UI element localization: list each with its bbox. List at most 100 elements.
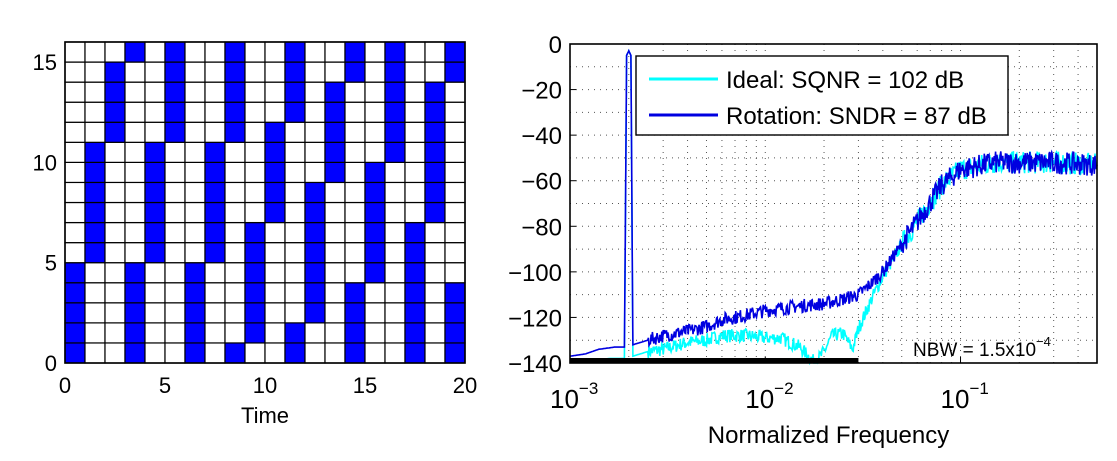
empty-cell	[424, 242, 446, 264]
y-tick-label: 0	[45, 351, 57, 376]
empty-cell	[324, 221, 346, 244]
empty-cell	[84, 41, 106, 63]
empty-cell	[304, 342, 326, 364]
empty-cell	[304, 81, 326, 103]
empty-cell	[64, 201, 86, 224]
x-tick-label: 0	[59, 373, 71, 398]
empty-cell	[64, 141, 86, 163]
empty-cell	[424, 61, 446, 83]
empty-cell	[184, 81, 206, 103]
empty-cell	[384, 322, 406, 344]
filled-cell	[244, 322, 266, 344]
filled-cell	[144, 181, 166, 204]
empty-cell	[344, 101, 366, 123]
filled-cell	[324, 161, 346, 184]
filled-cell	[144, 141, 166, 163]
filled-cell	[304, 201, 326, 224]
empty-cell	[104, 41, 126, 63]
filled-cell	[324, 81, 346, 103]
empty-cell	[244, 201, 266, 224]
filled-cell	[344, 41, 366, 63]
empty-cell	[124, 101, 146, 123]
filled-cell	[244, 302, 266, 324]
empty-cell	[324, 302, 346, 324]
filled-cell	[204, 201, 226, 224]
y-tick-label: 0	[549, 32, 562, 59]
empty-cell	[404, 161, 426, 184]
empty-cell	[364, 41, 386, 63]
plot-frame	[64, 41, 466, 364]
filled-cell	[304, 242, 326, 264]
filled-cell	[424, 121, 446, 143]
empty-cell	[124, 81, 146, 103]
empty-cell	[404, 61, 426, 83]
empty-cell	[404, 101, 426, 123]
legend: Ideal: SQNR = 102 dB Rotation: SNDR = 87 …	[635, 55, 1009, 136]
filled-cell	[84, 141, 106, 163]
empty-cell	[344, 141, 366, 163]
empty-cell	[384, 282, 406, 304]
empty-cell	[324, 262, 346, 284]
empty-cell	[324, 61, 346, 83]
empty-cell	[124, 121, 146, 143]
empty-cell	[224, 221, 246, 244]
filled-cell	[224, 101, 246, 123]
filled-cell	[224, 81, 246, 103]
nbw-text: NBW = 1.5x10	[913, 340, 1036, 361]
empty-cell	[264, 61, 286, 83]
empty-cell	[424, 262, 446, 284]
empty-cell	[104, 161, 126, 184]
empty-cell	[84, 322, 106, 344]
x-tick-label: 10	[253, 373, 277, 398]
empty-cell	[184, 181, 206, 204]
empty-cell	[104, 181, 126, 204]
filled-cell	[324, 121, 346, 143]
empty-cell	[444, 201, 466, 224]
empty-cell	[304, 121, 326, 143]
filled-cell	[424, 201, 446, 224]
empty-cell	[284, 242, 306, 264]
filled-cell	[304, 302, 326, 324]
filled-cell	[404, 282, 426, 304]
filled-cell	[204, 221, 226, 244]
filled-cell	[144, 242, 166, 264]
filled-cell	[204, 181, 226, 204]
filled-cell	[364, 181, 386, 204]
empty-cell	[424, 342, 446, 364]
filled-cell	[404, 322, 426, 344]
filled-cell	[364, 262, 386, 284]
empty-cell	[444, 181, 466, 204]
empty-cell	[364, 101, 386, 123]
empty-cell	[444, 161, 466, 184]
filled-cell	[244, 242, 266, 264]
empty-cell	[284, 221, 306, 244]
empty-cell	[284, 262, 306, 284]
filled-cell	[264, 201, 286, 224]
empty-cell	[104, 282, 126, 304]
empty-cell	[424, 322, 446, 344]
filled-cell	[324, 141, 346, 163]
filled-cell	[264, 161, 286, 184]
filled-cell	[124, 282, 146, 304]
empty-cell	[64, 41, 86, 63]
empty-cell	[384, 262, 406, 284]
empty-cell	[124, 61, 146, 83]
filled-cell	[204, 161, 226, 184]
empty-cell	[404, 201, 426, 224]
empty-cell	[284, 302, 306, 324]
filled-cell	[184, 342, 206, 364]
empty-cell	[384, 221, 406, 244]
empty-cell	[204, 61, 226, 83]
empty-cell	[304, 322, 326, 344]
filled-cell	[424, 101, 446, 123]
filled-cell	[444, 342, 466, 364]
filled-cell	[364, 161, 386, 184]
filled-cell	[64, 282, 86, 304]
filled-cell	[164, 101, 186, 123]
filled-cell	[424, 161, 446, 184]
empty-cell	[264, 302, 286, 324]
empty-cell	[204, 41, 226, 63]
filled-cell	[184, 302, 206, 324]
x-tick-label: 10−2	[745, 379, 793, 414]
legend-label: Ideal: SQNR = 102 dB	[726, 67, 964, 94]
